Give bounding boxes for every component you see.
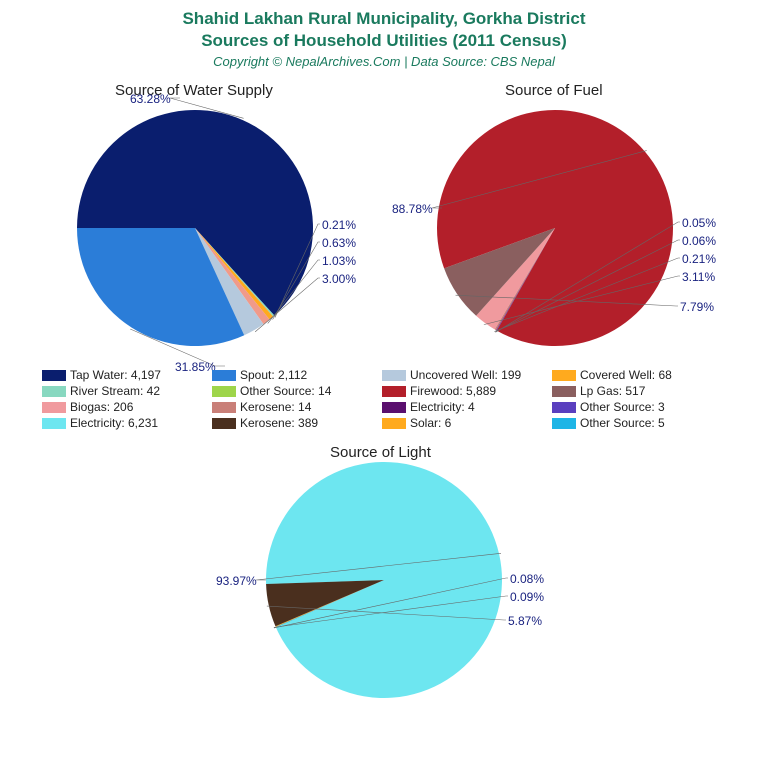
light-chart-title: Source of Light	[330, 444, 431, 461]
legend-item: Covered Well: 68	[552, 368, 722, 382]
legend-swatch	[552, 418, 576, 429]
legend-swatch	[382, 402, 406, 413]
legend-item: Uncovered Well: 199	[382, 368, 552, 382]
fuel-pct-label: 0.21%	[682, 252, 716, 266]
legend-label: River Stream: 42	[70, 384, 160, 398]
legend: Tap Water: 4,197 Spout: 2,112 Uncovered We…	[42, 368, 730, 432]
legend-item: Other Source: 3	[552, 400, 722, 414]
legend-item: Tap Water: 4,197	[42, 368, 212, 382]
legend-item: Electricity: 4	[382, 400, 552, 414]
legend-label: Lp Gas: 517	[580, 384, 645, 398]
legend-swatch	[382, 418, 406, 429]
legend-swatch	[42, 386, 66, 397]
legend-item: Kerosene: 389	[212, 416, 382, 430]
light-pct-label: 0.08%	[510, 572, 544, 586]
fuel-pct-label: 88.78%	[392, 202, 433, 216]
legend-label: Covered Well: 68	[580, 368, 672, 382]
legend-swatch	[212, 386, 236, 397]
water-pct-label: 0.21%	[322, 218, 356, 232]
legend-swatch	[212, 402, 236, 413]
legend-swatch	[382, 370, 406, 381]
legend-label: Kerosene: 389	[240, 416, 318, 430]
legend-swatch	[552, 386, 576, 397]
light-pct-label: 93.97%	[216, 574, 257, 588]
legend-item: Lp Gas: 517	[552, 384, 722, 398]
legend-swatch	[552, 402, 576, 413]
fuel-pct-label: 3.11%	[682, 270, 715, 284]
legend-label: Electricity: 6,231	[70, 416, 158, 430]
water-pct-label: 1.03%	[322, 254, 356, 268]
legend-label: Biogas: 206	[70, 400, 133, 414]
legend-item: Other Source: 14	[212, 384, 382, 398]
legend-label: Spout: 2,112	[240, 368, 307, 382]
legend-swatch	[382, 386, 406, 397]
water-pct-label: 63.28%	[130, 92, 171, 106]
legend-label: Kerosene: 14	[240, 400, 311, 414]
legend-swatch	[42, 402, 66, 413]
legend-label: Electricity: 4	[410, 400, 475, 414]
legend-swatch	[42, 370, 66, 381]
legend-label: Firewood: 5,889	[410, 384, 496, 398]
legend-item: River Stream: 42	[42, 384, 212, 398]
legend-swatch	[552, 370, 576, 381]
fuel-pct-label: 7.79%	[680, 300, 714, 314]
fuel-chart-title: Source of Fuel	[505, 82, 603, 99]
legend-label: Solar: 6	[410, 416, 451, 430]
light-slice	[266, 462, 502, 698]
legend-label: Other Source: 3	[580, 400, 665, 414]
legend-item: Electricity: 6,231	[42, 416, 212, 430]
legend-item: Biogas: 206	[42, 400, 212, 414]
legend-item: Spout: 2,112	[212, 368, 382, 382]
legend-label: Other Source: 5	[580, 416, 665, 430]
legend-swatch	[212, 418, 236, 429]
light-pct-label: 0.09%	[510, 590, 544, 604]
legend-item: Solar: 6	[382, 416, 552, 430]
legend-label: Uncovered Well: 199	[410, 368, 521, 382]
fuel-pct-label: 0.06%	[682, 234, 716, 248]
water-pct-label: 0.63%	[322, 236, 356, 250]
legend-item: Other Source: 5	[552, 416, 722, 430]
fuel-pct-label: 0.05%	[682, 216, 716, 230]
legend-swatch	[212, 370, 236, 381]
light-pct-label: 5.87%	[508, 614, 542, 628]
water-pct-label: 3.00%	[322, 272, 356, 286]
legend-label: Other Source: 14	[240, 384, 331, 398]
legend-swatch	[42, 418, 66, 429]
legend-item: Kerosene: 14	[212, 400, 382, 414]
legend-item: Firewood: 5,889	[382, 384, 552, 398]
legend-label: Tap Water: 4,197	[70, 368, 161, 382]
